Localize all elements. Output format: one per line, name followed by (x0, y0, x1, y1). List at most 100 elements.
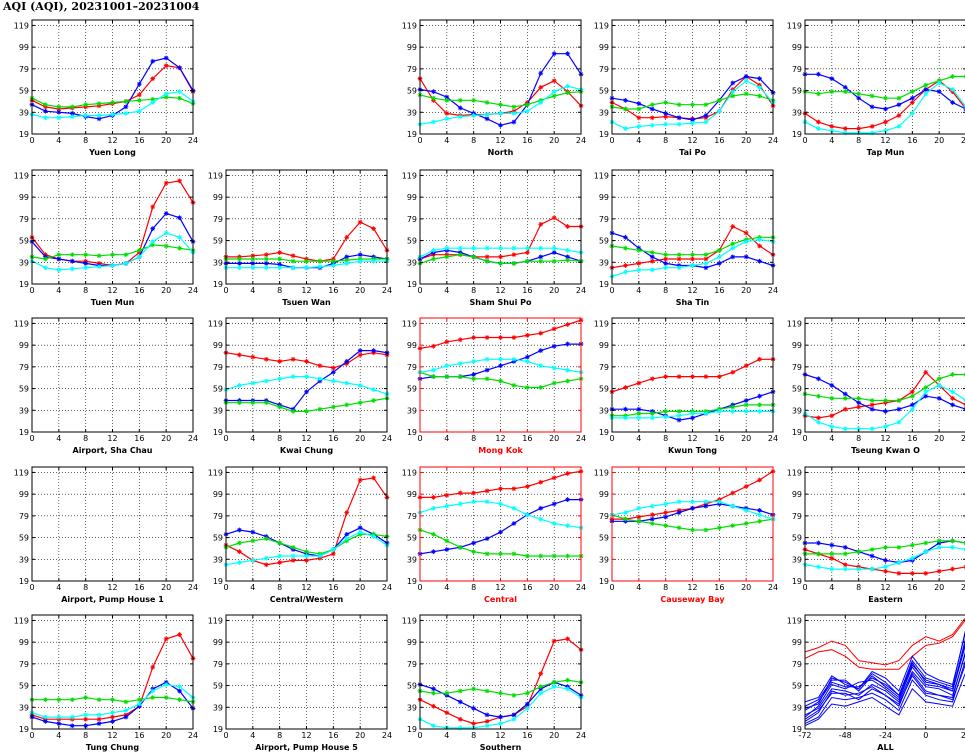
data-point-cyan (636, 505, 642, 511)
y-tick-label: 59 (19, 385, 29, 394)
data-point-cyan (56, 714, 62, 720)
data-point-green (690, 102, 695, 108)
data-point-green (676, 252, 682, 258)
data-point-blue (909, 402, 915, 408)
data-point-cyan (237, 265, 242, 271)
data-point-cyan (524, 108, 530, 114)
data-point-red (816, 119, 821, 125)
data-point-green (663, 408, 669, 414)
x-tick-label: 4 (636, 583, 641, 592)
x-tick-label: 12 (495, 286, 505, 295)
x-tick-label: 20 (549, 434, 559, 443)
y-tick-label: 39 (19, 406, 29, 415)
data-point-cyan (551, 245, 557, 251)
data-point-blue (923, 87, 929, 92)
y-tick-label: 99 (19, 638, 29, 647)
data-point-green (636, 106, 642, 112)
data-point-cyan (444, 116, 450, 122)
data-point-green (743, 91, 749, 97)
data-point-red (96, 716, 102, 722)
data-point-blue (869, 104, 875, 110)
x-tick-label: 12 (495, 136, 505, 145)
data-point-cyan (829, 424, 835, 429)
y-tick-label: 119 (594, 21, 609, 30)
data-point-blue (676, 115, 682, 121)
x-tick-label: 16 (522, 434, 532, 443)
y-tick-label: 99 (407, 193, 417, 202)
data-point-cyan (136, 254, 142, 260)
data-point-green (471, 254, 477, 260)
data-point-red (716, 374, 722, 380)
data-point-green (950, 538, 955, 544)
data-point-cyan (757, 237, 762, 242)
data-point-cyan (457, 114, 463, 120)
x-tick-label: 20 (355, 286, 365, 295)
x-tick-label: 4 (250, 434, 255, 443)
data-point-red (856, 126, 862, 131)
series-line-green (804, 75, 965, 99)
x-tick-label: 0 (223, 434, 228, 443)
x-tick-label: 20 (549, 136, 559, 145)
series-line-red (419, 78, 582, 117)
data-point-blue (869, 553, 875, 559)
data-point-blue (43, 719, 48, 724)
data-point-cyan (304, 374, 309, 380)
data-point-red (237, 549, 242, 555)
data-point-green (730, 241, 736, 247)
data-point-cyan (471, 245, 477, 251)
data-point-green (649, 521, 655, 526)
x-tick-label: 4 (829, 583, 834, 592)
data-point-green (304, 549, 309, 555)
x-tick-label: 16 (714, 286, 724, 295)
data-point-green (344, 402, 350, 408)
data-point-green (757, 402, 762, 408)
y-tick-label: 79 (792, 660, 802, 669)
x-tick-label: 24 (576, 136, 586, 145)
data-point-cyan (923, 549, 929, 555)
y-tick-label: 99 (213, 638, 223, 647)
data-point-green (457, 374, 463, 380)
data-point-cyan (511, 356, 517, 362)
data-point-blue (344, 359, 350, 364)
data-point-blue (565, 254, 570, 260)
panel-airport-pump-house-1: 19 39 59 79 99 119 0 4 8 12 16 20 24 Airport, Pump Ho… (14, 466, 198, 604)
data-point-blue (371, 348, 376, 353)
data-point-cyan (250, 380, 256, 386)
data-point-blue (663, 260, 669, 266)
data-point-cyan (290, 265, 296, 271)
data-point-cyan (636, 124, 642, 129)
data-point-cyan (471, 499, 477, 505)
series-line-blue (804, 664, 965, 720)
data-point-red (551, 215, 557, 221)
data-point-green (263, 256, 269, 262)
data-point-cyan (177, 89, 182, 95)
y-tick-label: 79 (19, 65, 29, 74)
y-tick-label: 59 (599, 534, 609, 543)
data-point-blue (56, 721, 62, 726)
data-point-blue (703, 503, 709, 509)
y-tick-label: 119 (787, 319, 802, 328)
y-tick-label: 119 (208, 171, 223, 180)
data-point-red (444, 339, 450, 345)
data-point-cyan (816, 564, 821, 570)
y-tick-label: 19 (19, 577, 29, 586)
data-point-green (123, 252, 129, 258)
data-point-cyan (703, 119, 709, 125)
y-tick-label: 99 (792, 638, 802, 647)
data-point-blue (636, 101, 642, 106)
x-tick-label: 24 (576, 286, 586, 295)
y-tick-label: 59 (792, 87, 802, 96)
data-point-blue (842, 544, 848, 550)
data-point-red (565, 471, 570, 476)
data-point-green (136, 247, 142, 253)
data-point-cyan (716, 499, 722, 505)
data-point-red (743, 230, 749, 236)
panel-title: Yuen Long (88, 148, 136, 157)
y-tick-label: 39 (407, 258, 417, 267)
y-tick-label: 39 (19, 258, 29, 267)
data-point-blue (150, 226, 156, 232)
x-tick-label: 8 (856, 136, 861, 145)
data-point-cyan (551, 365, 557, 371)
x-tick-label: 12 (107, 286, 117, 295)
data-point-green (263, 536, 269, 542)
